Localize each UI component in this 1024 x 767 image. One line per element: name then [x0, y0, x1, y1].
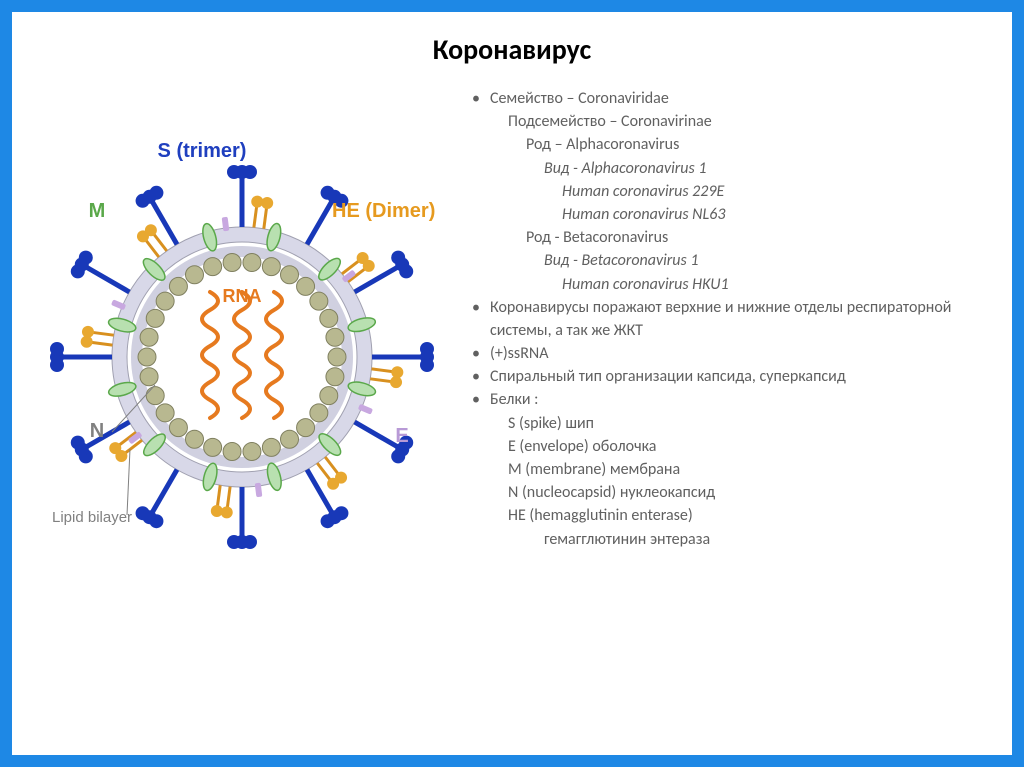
e-label: E	[395, 425, 408, 447]
he-dimer-icon	[137, 224, 167, 257]
s-spike-icon	[50, 342, 112, 372]
taxonomy-item: Human coronavirus HKU1	[544, 273, 982, 296]
fact-item: E (envelope) оболочка	[490, 435, 982, 458]
slide: Коронавирус S (trimer) M HE (Dimer) RNA N E Li…	[12, 12, 1012, 755]
taxonomy-item: Human coronavirus NL63	[544, 203, 982, 226]
slide-content: S (trimer)MHE (Dimer)RNANELipid bilayer …	[42, 87, 982, 587]
e-protein-icon	[358, 404, 373, 415]
s-trimer-label: S (trimer)	[158, 140, 247, 162]
fact-item: S (spike) шип	[490, 412, 982, 435]
slide-title: Коронавирус	[42, 32, 982, 67]
s-spike-icon	[227, 165, 257, 227]
virus-diagram: S (trimer) M HE (Dimer) RNA N E Lipid bilayer	[42, 127, 462, 587]
s-spike-icon	[136, 470, 177, 529]
fact-item: (+)ssRNA	[472, 342, 982, 365]
fact-item: Спиральный тип организации капсида, супе…	[472, 365, 982, 388]
taxonomy-list: Семейство – CoronaviridaeПодсемейство – …	[472, 87, 982, 296]
fact-item: M (membrane) мембрана	[490, 458, 982, 481]
taxonomy-item: Род – Alphacoronavirus	[508, 133, 982, 156]
taxonomy-item: Вид - Alphacoronavirus 1	[526, 157, 982, 180]
taxonomy-item: Подсемейство – Coronavirinae	[490, 110, 982, 133]
facts-list: Коронавирусы поражают верхние и нижние о…	[472, 296, 982, 551]
fact-item: N (nucleocapsid) нуклеокапсид	[490, 481, 982, 504]
s-spike-icon	[227, 487, 257, 549]
fact-item: Коронавирусы поражают верхние и нижние о…	[472, 296, 982, 342]
s-spike-icon	[71, 251, 130, 292]
diagram-column: S (trimer) M HE (Dimer) RNA N E Lipid bilayer	[42, 87, 462, 587]
he-dimer-icon	[251, 196, 273, 229]
m-label: M	[89, 200, 106, 222]
taxonomy-item: Human coronavirus 229E	[544, 180, 982, 203]
lipid-leader-line	[127, 449, 130, 515]
he-dimer-icon	[81, 326, 114, 348]
e-protein-icon	[111, 299, 126, 310]
he-dimer-icon	[317, 457, 347, 490]
he-dimer-icon	[211, 485, 233, 518]
s-spike-icon	[372, 342, 434, 372]
n-label: N	[90, 420, 104, 442]
fact-item: Белки :	[472, 388, 982, 411]
lipid-bilayer-label: Lipid bilayer	[52, 509, 132, 526]
taxonomy-item: Род - Betacoronavirus	[508, 226, 982, 249]
fact-item: HE (hemagglutinin enterase)	[490, 504, 982, 527]
fact-item: гемагглютинин энтераза	[526, 528, 982, 551]
taxonomy-item: Семейство – Coronaviridae	[472, 87, 982, 110]
he-dimer-icon	[370, 366, 403, 388]
taxonomy-item: Вид - Betacoronavirus 1	[526, 249, 982, 272]
text-column: Семейство – CoronaviridaeПодсемейство – …	[472, 87, 982, 587]
he-dimer-label: HE (Dimer)	[332, 200, 435, 222]
rna-label: RNA	[223, 286, 262, 306]
